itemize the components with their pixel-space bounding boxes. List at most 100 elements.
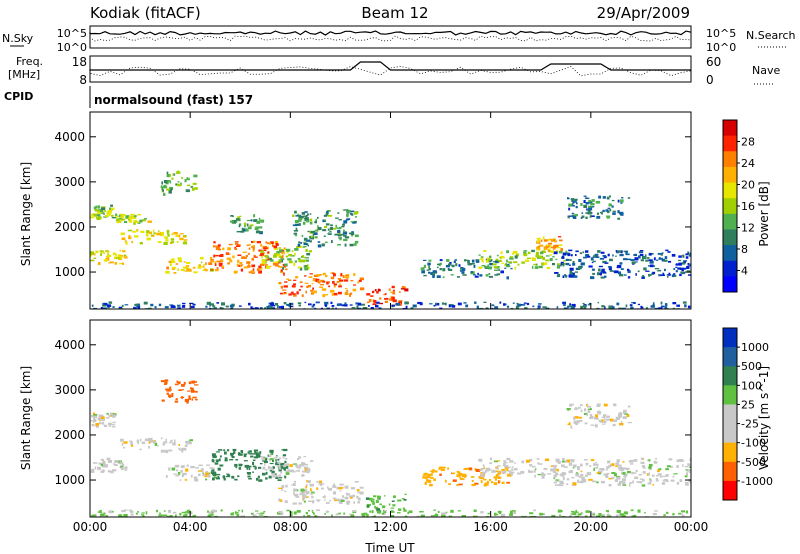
heatmap-cell	[317, 281, 321, 284]
heatmap-cell	[278, 461, 281, 464]
heatmap-cell	[278, 247, 282, 249]
heatmap-cell	[207, 514, 212, 517]
heatmap-cell	[112, 463, 115, 465]
heatmap-cell	[556, 480, 559, 483]
heatmap-cell	[684, 304, 687, 308]
heatmap-cell	[600, 420, 604, 423]
heatmap-cell	[186, 400, 189, 404]
heatmap-cell	[325, 212, 329, 216]
heatmap-cell	[376, 301, 380, 304]
heatmap-cell	[623, 274, 627, 276]
heatmap-cell	[366, 293, 371, 296]
heatmap-cell	[563, 303, 566, 307]
heatmap-cell	[569, 403, 572, 407]
heatmap-cell	[598, 265, 603, 268]
heatmap-cell	[278, 510, 283, 514]
heatmap-cell	[474, 301, 477, 304]
heatmap-cell	[100, 253, 103, 256]
heatmap-cell	[238, 464, 243, 466]
heatmap-cell	[592, 260, 596, 263]
heatmap-cell	[461, 478, 465, 480]
heatmap-cell	[136, 230, 139, 233]
heatmap-cell	[376, 291, 379, 294]
heatmap-cell	[246, 265, 251, 268]
heatmap-cell	[130, 213, 135, 216]
heatmap-cell	[473, 509, 477, 513]
heatmap-cell	[177, 381, 181, 385]
heatmap-cell	[345, 219, 349, 221]
heatmap-cell	[123, 514, 128, 517]
heatmap-cell	[252, 459, 256, 461]
heatmap-cell	[317, 227, 322, 231]
heatmap-cell	[539, 255, 543, 259]
heatmap-cell	[310, 230, 316, 234]
heatmap-cell	[101, 465, 106, 467]
heatmap-cell	[402, 308, 406, 309]
heatmap-cell	[258, 265, 262, 268]
heatmap-cell	[322, 229, 327, 232]
heatmap-cell	[480, 511, 484, 514]
heatmap-cell	[536, 249, 540, 251]
heatmap-cell	[165, 182, 168, 185]
heatmap-cell	[486, 260, 489, 263]
heatmap-cell	[295, 276, 299, 279]
heatmap-cell	[500, 270, 504, 274]
heatmap-cell	[488, 266, 492, 270]
heatmap-cell	[294, 210, 297, 214]
heatmap-cell	[634, 257, 639, 261]
heatmap-cell	[395, 302, 400, 306]
heatmap-cell	[258, 514, 264, 516]
heatmap-cell	[373, 300, 377, 304]
heatmap-cell	[584, 197, 588, 199]
heatmap-cell	[685, 472, 689, 476]
colorbar-swatch	[723, 423, 737, 444]
heatmap-cell	[583, 306, 587, 309]
noise-sky-line	[89, 30, 692, 36]
heatmap-cell	[572, 464, 577, 468]
heatmap-cell	[607, 253, 610, 257]
heatmap-cell	[564, 274, 566, 277]
heatmap-cell	[574, 515, 579, 517]
heatmap-cell	[310, 460, 314, 462]
heatmap-cell	[173, 473, 178, 475]
heatmap-cell	[474, 468, 477, 472]
heatmap-cell	[581, 215, 585, 218]
heatmap-cell	[270, 302, 275, 306]
heatmap-cell	[290, 255, 295, 257]
heatmap-cell	[324, 301, 329, 305]
colorbar-tick-label: 24	[741, 157, 755, 170]
heatmap-cell	[597, 272, 600, 276]
heatmap-cell	[106, 457, 111, 460]
heatmap-cell	[127, 229, 133, 232]
heatmap-cell	[526, 257, 532, 259]
heatmap-cell	[338, 285, 342, 288]
heatmap-cell	[316, 509, 320, 512]
y-tick-label: 1000	[54, 265, 85, 279]
heatmap-cell	[588, 199, 592, 203]
heatmap-cell	[318, 480, 323, 484]
heatmap-cell	[572, 200, 575, 204]
heatmap-cell	[193, 271, 198, 274]
heatmap-cell	[683, 267, 687, 270]
heatmap-cell	[118, 220, 121, 222]
heatmap-cell	[282, 289, 287, 291]
heatmap-cell	[624, 250, 628, 253]
heatmap-cell	[193, 381, 197, 383]
heatmap-cell	[340, 500, 345, 502]
heatmap-cell	[584, 422, 588, 425]
heatmap-cell	[487, 480, 489, 484]
heatmap-cell	[103, 259, 108, 262]
heatmap-cell	[304, 267, 309, 271]
heatmap-cell	[93, 206, 97, 210]
heatmap-cell	[427, 262, 431, 266]
heatmap-cell	[167, 509, 171, 513]
heatmap-cell	[180, 269, 185, 272]
heatmap-cell	[166, 266, 169, 270]
heatmap-cell	[523, 250, 528, 252]
heatmap-cell	[264, 264, 268, 266]
heatmap-cell	[553, 477, 555, 480]
heatmap-cell	[101, 469, 105, 473]
heatmap-cell	[116, 257, 121, 259]
heatmap-cell	[408, 510, 413, 513]
x-tick-label: 00:00	[674, 520, 709, 534]
